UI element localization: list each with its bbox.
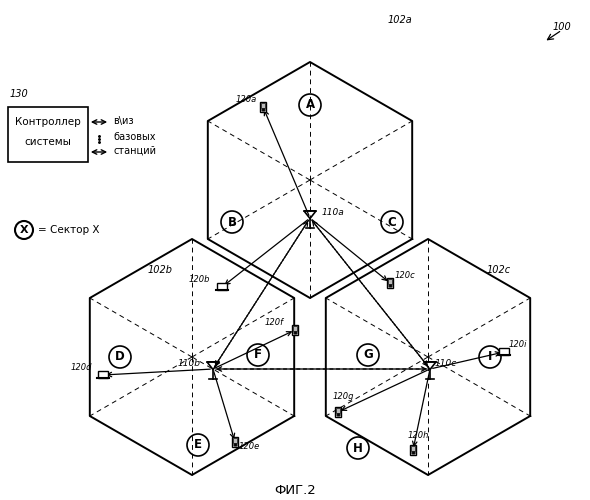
Text: базовых: базовых (113, 132, 156, 142)
FancyBboxPatch shape (388, 280, 392, 283)
FancyBboxPatch shape (410, 446, 416, 454)
Text: D: D (115, 350, 125, 364)
Text: системы: системы (25, 137, 71, 147)
Text: G: G (363, 348, 373, 362)
FancyBboxPatch shape (336, 408, 340, 412)
Text: 120b: 120b (189, 275, 211, 284)
Text: 110c: 110c (435, 359, 457, 368)
FancyBboxPatch shape (387, 278, 393, 287)
Text: 102b: 102b (148, 265, 173, 275)
Text: F: F (254, 348, 262, 362)
Text: станций: станций (113, 146, 156, 156)
Text: 120d: 120d (71, 363, 93, 372)
Text: Контроллер: Контроллер (15, 117, 81, 127)
FancyBboxPatch shape (233, 438, 237, 442)
FancyBboxPatch shape (292, 326, 298, 334)
Text: 102a: 102a (388, 15, 413, 25)
Text: 110a: 110a (322, 208, 345, 217)
Text: B: B (228, 216, 237, 228)
Text: 120f: 120f (265, 318, 284, 327)
Text: = Сектор X: = Сектор X (38, 225, 100, 235)
FancyBboxPatch shape (499, 348, 509, 354)
Text: 100: 100 (553, 22, 572, 32)
Text: 110b: 110b (178, 359, 201, 368)
FancyBboxPatch shape (411, 446, 415, 450)
Text: I: I (488, 350, 492, 364)
Text: в\из: в\из (113, 116, 133, 126)
FancyBboxPatch shape (261, 104, 265, 108)
Text: H: H (353, 442, 363, 454)
Text: 120c: 120c (395, 271, 416, 280)
FancyBboxPatch shape (99, 371, 108, 378)
Text: 120i: 120i (509, 340, 527, 349)
Text: X: X (19, 225, 28, 235)
Text: 120e: 120e (239, 442, 260, 451)
Text: C: C (388, 216, 396, 228)
Text: 120g: 120g (333, 392, 355, 401)
Text: ФИГ.2: ФИГ.2 (274, 484, 316, 498)
Text: 120a: 120a (236, 95, 257, 104)
Text: 102c: 102c (487, 265, 511, 275)
FancyBboxPatch shape (232, 438, 238, 446)
FancyBboxPatch shape (293, 326, 297, 330)
FancyBboxPatch shape (217, 283, 227, 290)
Text: E: E (194, 438, 202, 452)
Text: A: A (306, 98, 314, 112)
FancyBboxPatch shape (335, 408, 341, 416)
FancyBboxPatch shape (8, 107, 88, 162)
Text: 120h: 120h (408, 431, 430, 440)
Text: 130: 130 (10, 89, 29, 99)
FancyBboxPatch shape (260, 102, 266, 112)
